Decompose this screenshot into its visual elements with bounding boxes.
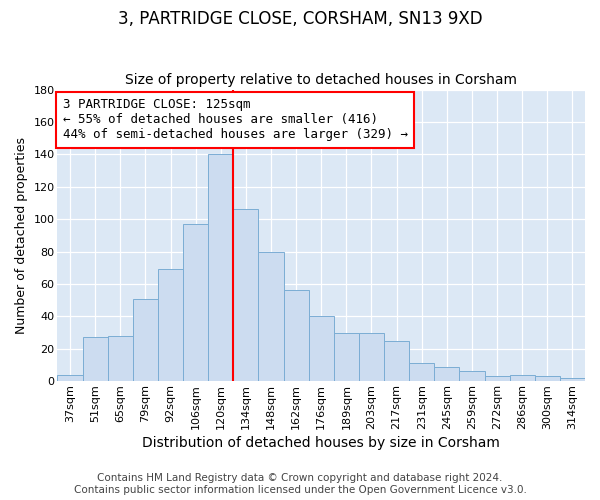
Bar (509, 374, 535, 381)
Text: 3 PARTRIDGE CLOSE: 125sqm
← 55% of detached houses are smaller (416)
44% of semi: 3 PARTRIDGE CLOSE: 125sqm ← 55% of detac… (63, 98, 408, 142)
Bar (560, 378, 585, 381)
Bar (460, 372, 485, 381)
Bar (308, 316, 334, 381)
Bar (359, 332, 384, 381)
Bar (284, 290, 308, 381)
Bar (58, 374, 83, 381)
Bar (83, 338, 108, 381)
Bar (535, 376, 560, 381)
Bar (108, 336, 133, 381)
X-axis label: Distribution of detached houses by size in Corsham: Distribution of detached houses by size … (142, 436, 500, 450)
Text: 3, PARTRIDGE CLOSE, CORSHAM, SN13 9XD: 3, PARTRIDGE CLOSE, CORSHAM, SN13 9XD (118, 10, 482, 28)
Bar (434, 366, 460, 381)
Bar (384, 340, 409, 381)
Bar (485, 376, 509, 381)
Bar (233, 210, 259, 381)
Bar (133, 298, 158, 381)
Bar (183, 224, 208, 381)
Text: Contains HM Land Registry data © Crown copyright and database right 2024.
Contai: Contains HM Land Registry data © Crown c… (74, 474, 526, 495)
Y-axis label: Number of detached properties: Number of detached properties (15, 137, 28, 334)
Bar (259, 252, 284, 381)
Bar (334, 332, 359, 381)
Title: Size of property relative to detached houses in Corsham: Size of property relative to detached ho… (125, 73, 517, 87)
Bar (158, 270, 183, 381)
Bar (208, 154, 233, 381)
Bar (409, 364, 434, 381)
